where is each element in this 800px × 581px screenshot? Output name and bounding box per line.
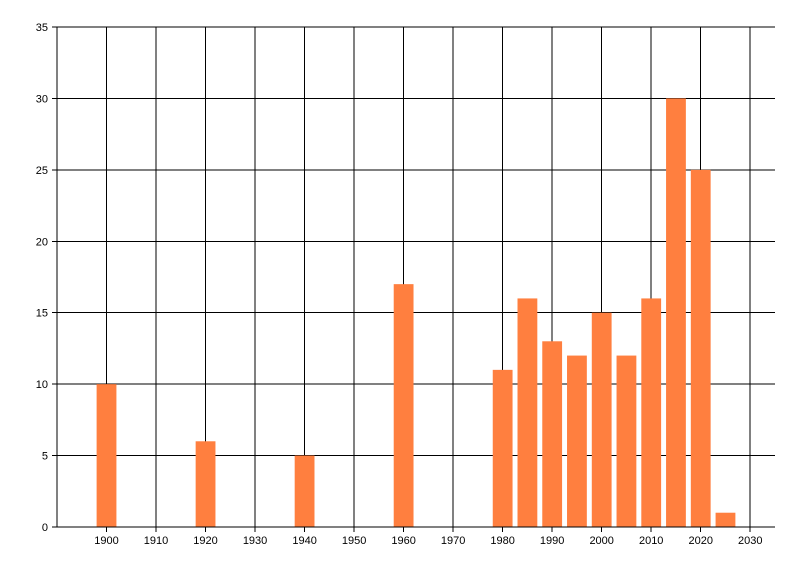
x-axis-tick-label: 1960 [391, 535, 415, 547]
x-axis-tick-label: 1920 [193, 535, 217, 547]
y-axis-tick-label: 15 [36, 308, 48, 320]
y-axis-tick-label: 5 [42, 451, 48, 463]
x-axis-tick-label: 2030 [738, 535, 762, 547]
bar [517, 298, 538, 527]
bar [690, 169, 711, 527]
bar [616, 355, 637, 527]
x-axis-tick-label: 1970 [441, 535, 465, 547]
x-axis-tick-label: 1900 [94, 535, 118, 547]
x-axis-tick-label: 2000 [589, 535, 613, 547]
axes [52, 26, 775, 532]
x-axis-tick-label: 1950 [342, 535, 366, 547]
bar [294, 455, 315, 527]
x-axis-tick-label: 1940 [292, 535, 316, 547]
bar [567, 355, 587, 527]
x-axis-tick-label: 1930 [243, 535, 267, 547]
bars [96, 98, 736, 527]
bar [393, 284, 414, 527]
x-axis-tick-label: 2020 [688, 535, 712, 547]
y-axis-tick-label: 0 [42, 522, 48, 534]
x-axis-tick-label: 1910 [144, 535, 168, 547]
y-axis-tick-label: 20 [36, 236, 48, 248]
bar [492, 369, 513, 527]
x-axis-tick-label: 1990 [540, 535, 564, 547]
y-axis-tick-label: 35 [36, 22, 48, 34]
bar [666, 98, 686, 527]
bar [542, 341, 563, 527]
y-axis-tick-label: 30 [36, 93, 48, 105]
x-axis-tick-label: 2010 [639, 535, 663, 547]
bar [641, 298, 662, 527]
x-axis-tick-label: 1980 [490, 535, 514, 547]
bar [195, 441, 216, 527]
x-axis-tick-labels: 1900 1910 1920 1930 1940 1950 1960 1970 1980 1990… [94, 535, 762, 547]
bar [96, 384, 117, 527]
bar [715, 512, 736, 527]
y-axis-tick-labels: 0 5 10 15 20 25 30 35 [36, 22, 48, 534]
bar [591, 312, 612, 527]
y-axis-tick-label: 10 [36, 379, 48, 391]
y-axis-tick-label: 25 [36, 165, 48, 177]
